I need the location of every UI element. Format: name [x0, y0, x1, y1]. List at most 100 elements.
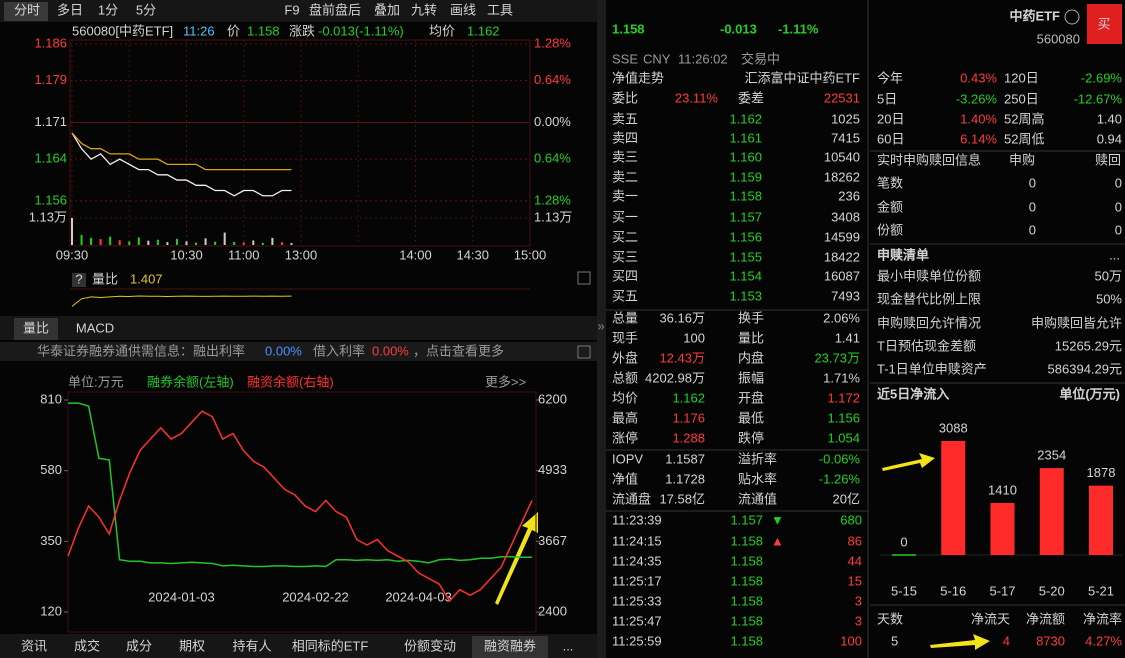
info-text: 借入利率 — [313, 343, 365, 358]
book-volume: 7415 — [831, 130, 860, 145]
label: 委差 — [738, 90, 764, 105]
cell: 申购赎回皆允许 — [1031, 315, 1122, 330]
book-volume: 18422 — [824, 249, 860, 264]
indicator-tab[interactable]: 量比 — [23, 320, 49, 335]
bottom-tab[interactable]: 成分 — [126, 638, 152, 653]
more[interactable]: ... — [1109, 247, 1120, 262]
x-tick-label: 2024-01-03 — [148, 589, 215, 604]
volume-bar — [71, 218, 73, 245]
tool[interactable]: 九转 — [411, 2, 437, 17]
trade-volume: 44 — [848, 553, 862, 568]
return-label: 52周高 — [1004, 111, 1044, 126]
trade-volume: 3 — [855, 613, 862, 628]
buy-label[interactable]: 买 — [1097, 16, 1110, 31]
arrow — [882, 453, 935, 471]
y2-tick-label: 1.28% — [534, 192, 571, 207]
book-price: 1.162 — [729, 111, 762, 126]
book-price: 1.159 — [729, 169, 762, 184]
expand[interactable]: » — [597, 318, 604, 333]
book-volume: 10540 — [824, 149, 860, 164]
stat-label: 最低 — [738, 410, 764, 425]
trade-price: 1.158 — [730, 633, 763, 648]
bar-label: 1410 — [988, 482, 1017, 497]
book-label: 卖四 — [612, 130, 638, 145]
more-link[interactable]: 更多>> — [485, 374, 526, 389]
stat-label: 涨停 — [612, 430, 638, 445]
return-label: 250日 — [1004, 91, 1039, 106]
menu-icon[interactable] — [577, 345, 591, 359]
buy-button[interactable] — [1087, 4, 1122, 44]
stat-label: 流通值 — [738, 491, 777, 506]
splitter[interactable] — [597, 0, 606, 658]
unit: 单位:万元 — [68, 374, 124, 389]
book-label: 买三 — [612, 249, 638, 264]
y2-tick-label: 1.28% — [534, 35, 571, 50]
summary-header: 净流额 — [1026, 611, 1065, 626]
row-label: T日预估现金差额 — [877, 338, 976, 353]
column-header: 赎回 — [1095, 152, 1121, 167]
return-value: 0.43% — [960, 70, 997, 85]
tool[interactable]: F9 — [284, 2, 299, 17]
margin-line — [67, 410, 533, 603]
y-tick-label: 1.156 — [34, 192, 67, 207]
chart-info: 1.162 — [467, 23, 500, 38]
y2-tick-label: 0.64% — [534, 151, 571, 166]
nav-link[interactable]: 净值走势 — [612, 70, 664, 85]
bottom-tab[interactable]: 持有人 — [232, 638, 271, 653]
cell: 50万 — [1095, 268, 1122, 283]
bottom-tab[interactable]: 融资融券 — [484, 638, 536, 653]
fund-title: 中药ETF — [1009, 8, 1060, 23]
bottom-tab[interactable]: 份额变动 — [404, 638, 456, 653]
indicator-tab[interactable]: MACD — [76, 320, 114, 335]
book-label: 卖二 — [612, 169, 638, 184]
y-tick-label: 1.179 — [34, 72, 67, 87]
tool[interactable]: 工具 — [487, 2, 513, 17]
chart-info: 1.158 — [247, 23, 280, 38]
close-icon[interactable] — [577, 271, 591, 285]
trade-volume: 680 — [840, 512, 862, 527]
stat-label: 量比 — [738, 330, 764, 345]
bottom-tab[interactable]: 资讯 — [21, 638, 47, 653]
book-price: 1.161 — [729, 130, 762, 145]
trade-volume: 3 — [855, 593, 862, 608]
active-bottom-tab[interactable] — [472, 636, 548, 658]
row-label: 申购赎回允许情况 — [877, 315, 981, 330]
arrow — [495, 512, 538, 605]
stat-label: 总量 — [612, 310, 638, 325]
summary-value: 8730 — [1036, 633, 1065, 648]
row-label: 现金替代比例上限 — [877, 291, 981, 306]
tool[interactable]: 画线 — [450, 2, 476, 17]
help-icon[interactable] — [72, 273, 86, 287]
book-price: 1.158 — [729, 188, 762, 203]
tab[interactable]: 1分 — [98, 2, 118, 17]
tool[interactable]: 盘前盘后 — [309, 2, 361, 17]
arrow-icon: ▼ — [771, 512, 784, 527]
tab[interactable]: 多日 — [57, 2, 83, 17]
stat-label: IOPV — [612, 451, 643, 466]
x-tick-label: 5-16 — [940, 583, 966, 598]
chart-info: 11:26 — [183, 23, 215, 38]
stat-value: -1.26% — [819, 471, 861, 486]
legend: 融券余额(左轴) — [147, 374, 234, 389]
tool[interactable]: 叠加 — [374, 2, 400, 17]
bottom-tab[interactable]: 期权 — [179, 638, 205, 653]
trade-time: 11:23:39 — [612, 512, 662, 527]
volume-bar — [233, 241, 236, 245]
stat-value: 1.1728 — [665, 471, 705, 486]
tab[interactable]: 5分 — [136, 2, 156, 17]
active-tab[interactable] — [4, 2, 48, 21]
stat-label: 贴水率 — [738, 471, 777, 486]
chart-info: 价 — [227, 23, 240, 38]
tab[interactable]: 分时 — [14, 2, 40, 17]
trade-volume: 15 — [848, 573, 862, 588]
active-indicator[interactable] — [14, 318, 58, 340]
info-icon[interactable] — [1064, 9, 1080, 25]
bottom-tab[interactable]: 成交 — [74, 638, 100, 653]
info-bar[interactable] — [0, 342, 597, 361]
stat-label: 最高 — [612, 410, 638, 425]
bottom-tab[interactable]: 相同标的ETF — [292, 638, 369, 653]
bottom-tab[interactable]: ... — [563, 638, 574, 653]
trade-time: 11:25:47 — [612, 613, 662, 628]
stat-value: 12.43万 — [659, 350, 705, 365]
chart-info: 560080[中药ETF] — [72, 23, 173, 38]
